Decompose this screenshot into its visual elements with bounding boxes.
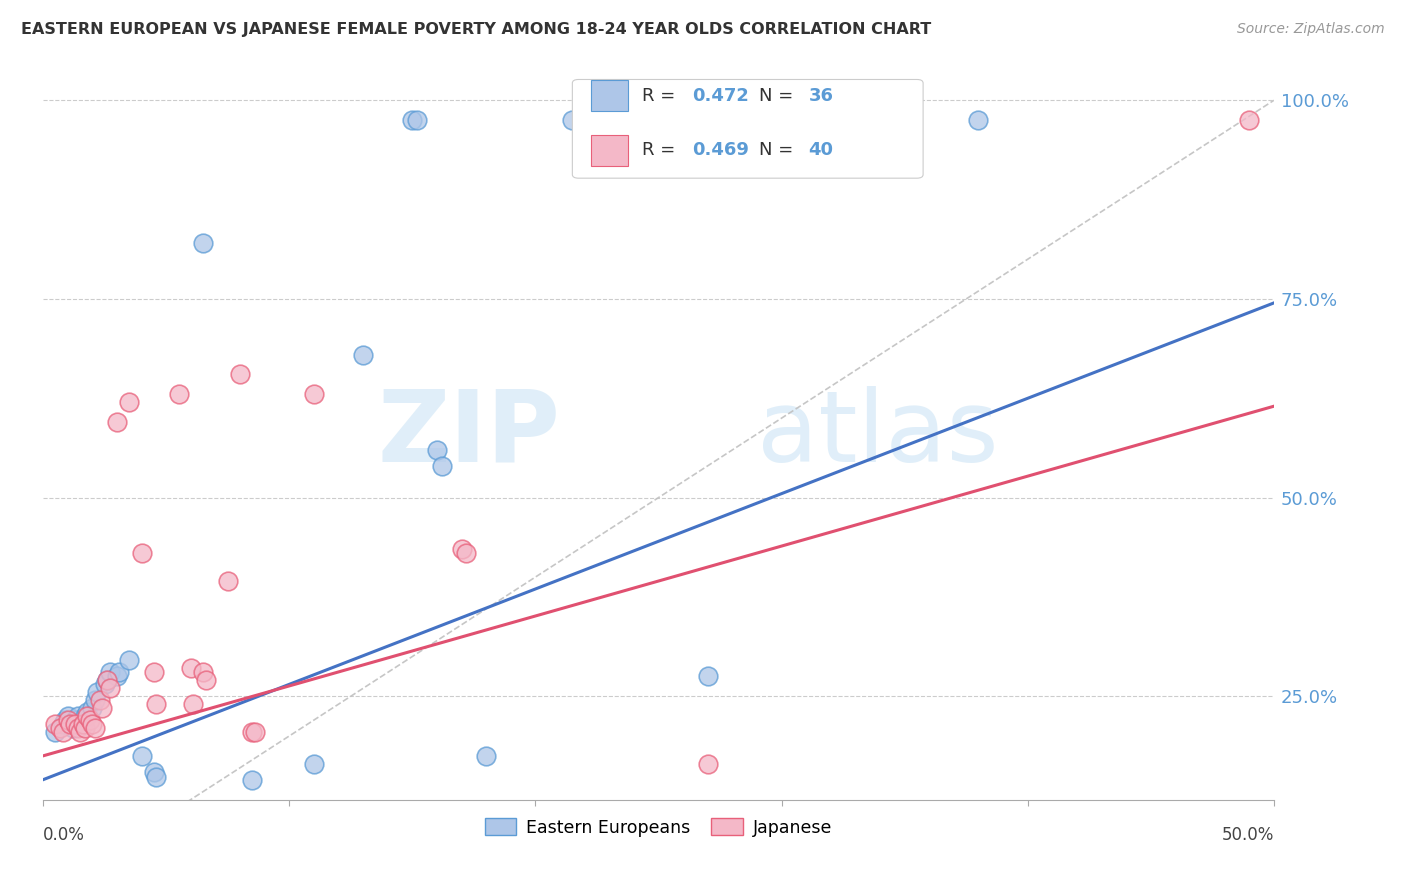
Point — [430, 458, 453, 473]
Point — [66, 721, 89, 735]
Point — [696, 756, 718, 771]
Point — [56, 709, 79, 723]
Point — [98, 681, 121, 696]
Text: atlas: atlas — [756, 385, 998, 483]
Legend: Eastern Europeans, Japanese: Eastern Europeans, Japanese — [478, 812, 839, 844]
Point — [56, 713, 79, 727]
Point — [52, 725, 75, 739]
Point — [98, 665, 121, 680]
Point — [302, 756, 325, 771]
Text: 50.0%: 50.0% — [1222, 826, 1274, 844]
Point — [167, 387, 190, 401]
Point — [352, 348, 374, 362]
Point — [83, 693, 105, 707]
Point — [240, 725, 263, 739]
Point — [59, 717, 82, 731]
Point — [76, 709, 98, 723]
Point — [105, 415, 128, 429]
Text: Source: ZipAtlas.com: Source: ZipAtlas.com — [1237, 22, 1385, 37]
Point — [696, 669, 718, 683]
Point — [561, 113, 583, 128]
Point — [240, 772, 263, 787]
Text: ZIP: ZIP — [377, 385, 560, 483]
Point — [72, 717, 94, 731]
Text: R =: R = — [643, 142, 682, 160]
Point — [426, 442, 449, 457]
Point — [145, 770, 167, 784]
Point — [131, 748, 153, 763]
Text: 36: 36 — [808, 87, 834, 104]
Point — [44, 717, 66, 731]
Point — [89, 693, 111, 707]
Point — [52, 717, 75, 731]
Text: EASTERN EUROPEAN VS JAPANESE FEMALE POVERTY AMONG 18-24 YEAR OLDS CORRELATION CH: EASTERN EUROPEAN VS JAPANESE FEMALE POVE… — [21, 22, 931, 37]
Point — [79, 713, 101, 727]
Point — [406, 113, 429, 128]
Text: N =: N = — [759, 87, 800, 104]
Point — [302, 387, 325, 401]
Point — [49, 721, 72, 735]
Point — [475, 748, 498, 763]
FancyBboxPatch shape — [591, 135, 627, 166]
Text: R =: R = — [643, 87, 682, 104]
Point — [131, 546, 153, 560]
Point — [145, 697, 167, 711]
Text: N =: N = — [759, 142, 800, 160]
Point — [82, 717, 104, 731]
Text: 0.472: 0.472 — [692, 87, 748, 104]
Point — [63, 717, 86, 731]
Point — [243, 725, 266, 739]
Point — [86, 685, 108, 699]
Point — [142, 764, 165, 779]
Point — [118, 653, 141, 667]
Point — [69, 725, 91, 739]
Point — [401, 113, 423, 128]
Point — [636, 821, 658, 835]
Text: 0.0%: 0.0% — [44, 826, 84, 844]
Point — [91, 701, 114, 715]
Point — [73, 721, 96, 735]
Point — [96, 673, 118, 688]
Point — [967, 113, 990, 128]
Point — [76, 705, 98, 719]
Point — [456, 546, 478, 560]
Text: 0.469: 0.469 — [692, 142, 748, 160]
Point — [118, 395, 141, 409]
Point — [73, 709, 96, 723]
Point — [180, 661, 202, 675]
Point — [63, 713, 86, 727]
Point — [93, 677, 115, 691]
Point — [96, 673, 118, 688]
Point — [62, 721, 84, 735]
Point — [72, 717, 94, 731]
Point — [229, 368, 252, 382]
Point — [181, 697, 204, 711]
FancyBboxPatch shape — [572, 79, 924, 178]
Point — [450, 542, 472, 557]
Point — [266, 821, 288, 835]
Point — [191, 665, 214, 680]
Text: 40: 40 — [808, 142, 834, 160]
Point — [377, 821, 399, 835]
Point — [53, 713, 76, 727]
Point — [191, 236, 214, 251]
Point — [142, 665, 165, 680]
Point — [105, 669, 128, 683]
Point — [66, 709, 89, 723]
Point — [82, 701, 104, 715]
Point — [1239, 113, 1261, 128]
Point — [44, 725, 66, 739]
Point — [108, 665, 131, 680]
FancyBboxPatch shape — [591, 80, 627, 111]
Point — [83, 721, 105, 735]
Point — [217, 574, 239, 588]
Point — [548, 821, 571, 835]
Point — [194, 673, 217, 688]
